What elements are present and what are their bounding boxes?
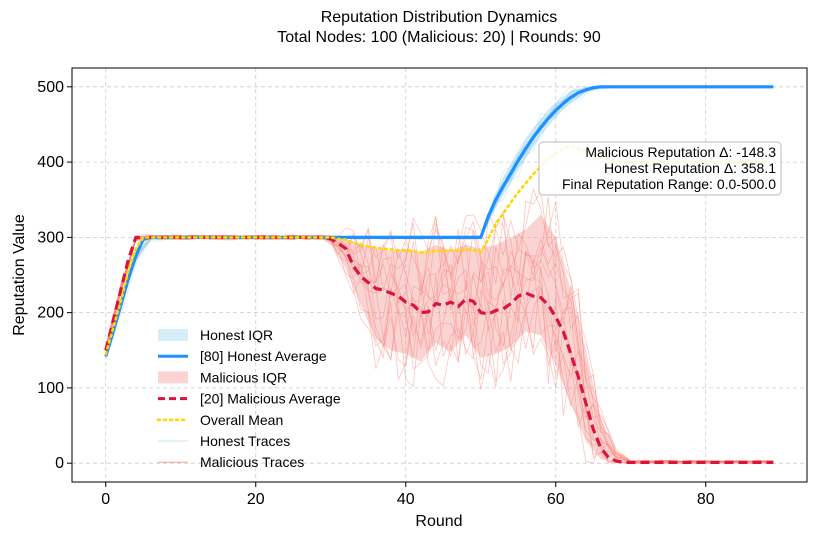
x-axis-label: Round bbox=[415, 513, 462, 530]
x-tick-label: 60 bbox=[547, 491, 565, 508]
legend-item-honest-traces: Honest Traces bbox=[158, 433, 290, 449]
x-axis: 0 20 40 60 80 bbox=[101, 482, 715, 508]
legend-label: [80] Honest Average bbox=[200, 348, 327, 364]
y-axis: 0 100 200 300 400 500 bbox=[37, 79, 72, 472]
y-tick-label: 0 bbox=[55, 455, 64, 472]
honest-average-line bbox=[104, 85, 774, 357]
iqr-bands bbox=[105, 86, 774, 464]
legend-item-malicious-traces: Malicious Traces bbox=[158, 454, 304, 470]
legend-label: Honest IQR bbox=[200, 327, 273, 343]
legend-label: [20] Malicious Average bbox=[200, 391, 341, 407]
y-axis-label: Reputation Value bbox=[11, 214, 28, 336]
legend-label: Malicious IQR bbox=[200, 369, 287, 385]
y-tick-label: 300 bbox=[37, 229, 64, 246]
y-tick-label: 500 bbox=[37, 79, 64, 96]
legend-label: Malicious Traces bbox=[200, 454, 304, 470]
annotation-malicious-delta: Malicious Reputation Δ: -148.3 bbox=[585, 144, 776, 160]
x-tick-label: 20 bbox=[247, 491, 265, 508]
x-tick-label: 80 bbox=[697, 491, 715, 508]
annotation-range: Final Reputation Range: 0.0-500.0 bbox=[562, 176, 776, 192]
y-tick-label: 100 bbox=[37, 380, 64, 397]
legend-item-malicious-iqr: Malicious IQR bbox=[158, 369, 287, 385]
legend: Honest IQR [80] Honest Average Malicious I… bbox=[156, 327, 341, 470]
plot-frame bbox=[71, 67, 808, 483]
x-tick-label: 0 bbox=[101, 491, 110, 508]
chart-subtitle: Total Nodes: 100 (Malicious: 20) | Round… bbox=[277, 29, 601, 46]
y-tick-label: 400 bbox=[37, 154, 64, 171]
legend-item-20-malicious-average: [20] Malicious Average bbox=[158, 391, 341, 407]
y-tick-label: 200 bbox=[37, 305, 64, 322]
malicious-iqr-band bbox=[105, 214, 774, 464]
chart-title: Reputation Distribution Dynamics bbox=[321, 9, 558, 26]
malicious-average-line bbox=[104, 235, 774, 464]
annotation-box: Malicious Reputation Δ: -148.3 Honest Re… bbox=[538, 141, 782, 196]
annotation-frame bbox=[538, 141, 782, 196]
legend-item-overall-mean: Overall Mean bbox=[156, 412, 283, 428]
legend-swatch bbox=[158, 371, 188, 384]
legend-item-80-honest-average: [80] Honest Average bbox=[158, 348, 327, 364]
x-tick-label: 40 bbox=[397, 491, 415, 508]
legend-label: Overall Mean bbox=[200, 412, 283, 428]
legend-swatch bbox=[158, 329, 188, 341]
legend-label: Honest Traces bbox=[200, 433, 290, 449]
legend-item-honest-iqr: Honest IQR bbox=[158, 327, 273, 343]
annotation-honest-delta: Honest Reputation Δ: 358.1 bbox=[604, 160, 776, 176]
